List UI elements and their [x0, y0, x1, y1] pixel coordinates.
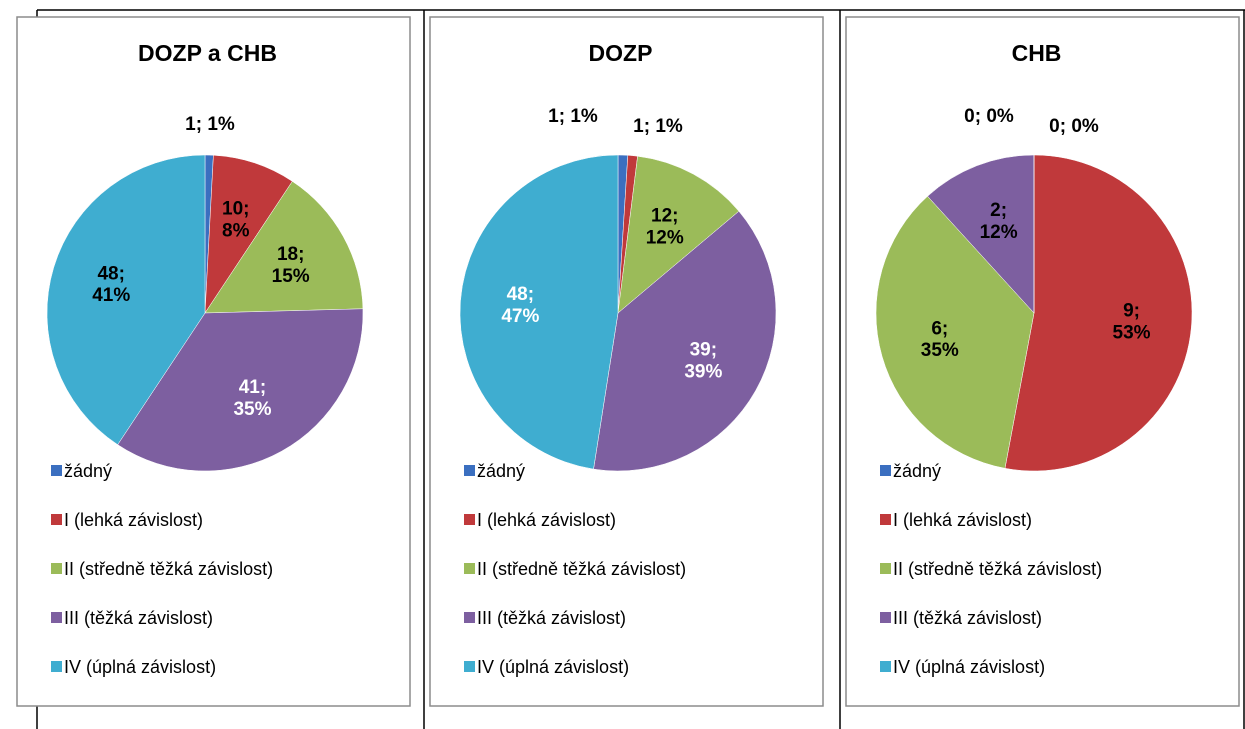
legend-swatch [880, 514, 891, 525]
pie-slice [46, 154, 206, 446]
legend-swatch [464, 563, 475, 574]
legend-swatch [464, 661, 475, 672]
data-label: 2; 12% [980, 200, 1018, 243]
legend-label: žádný [893, 461, 941, 481]
data-label: 1; 1% [633, 116, 683, 137]
legend-label: IV (úplná závislost) [893, 657, 1045, 677]
data-label: 18; 15% [272, 244, 310, 287]
pie-slice [117, 308, 364, 472]
data-label: 9; 53% [1113, 301, 1151, 344]
data-label: 1; 1% [185, 114, 235, 135]
legend-label: IV (úplná závislost) [64, 657, 216, 677]
data-label: 10; 8% [222, 199, 250, 242]
data-label: 48; 47% [501, 284, 539, 327]
legend-swatch [880, 661, 891, 672]
legend-label: I (lehká závislost) [477, 510, 616, 530]
pie-slice [927, 154, 1035, 314]
legend-swatch [464, 514, 475, 525]
legend-swatch [51, 612, 62, 623]
legend-label: III (těžká závislost) [893, 608, 1042, 628]
legend-swatch [51, 465, 62, 476]
data-label: 41; 35% [233, 377, 271, 420]
pie-slice [875, 195, 1035, 469]
legend-label: II (středně těžká závislost) [477, 559, 686, 579]
data-label: 0; 0% [1049, 116, 1099, 137]
legend-label: žádný [477, 461, 525, 481]
legend-label: I (lehká závislost) [64, 510, 203, 530]
chart-title: DOZP a CHB [138, 40, 277, 66]
data-label: 39; 39% [684, 340, 722, 383]
pie-slice [204, 180, 364, 314]
legend-label: žádný [64, 461, 112, 481]
legend-label: II (středně těžká závislost) [893, 559, 1102, 579]
legend-swatch [464, 612, 475, 623]
legend-swatch [51, 514, 62, 525]
pie-slice [204, 154, 293, 314]
legend-swatch [880, 563, 891, 574]
legend-label: II (středně těžká závislost) [64, 559, 273, 579]
legend-swatch [51, 563, 62, 574]
legend-swatch [51, 661, 62, 672]
legend-swatch [880, 612, 891, 623]
pie-slice [593, 210, 777, 472]
data-label: 6; 35% [921, 318, 959, 361]
legend-label: III (těžká závislost) [64, 608, 213, 628]
data-label: 12; 12% [646, 205, 684, 248]
chart-title: DOZP [589, 40, 653, 66]
pie-slice [459, 154, 619, 470]
pie-slice [617, 155, 740, 314]
data-label: 1; 1% [548, 106, 598, 127]
legend-label: III (těžká závislost) [477, 608, 626, 628]
pie-slice [1004, 154, 1193, 472]
legend-label: I (lehká závislost) [893, 510, 1032, 530]
legend-swatch [880, 465, 891, 476]
chart-title: CHB [1012, 40, 1062, 66]
data-label: 0; 0% [964, 106, 1014, 127]
data-label: 48; 41% [92, 263, 130, 306]
legend-label: IV (úplná závislost) [477, 657, 629, 677]
legend-swatch [464, 465, 475, 476]
